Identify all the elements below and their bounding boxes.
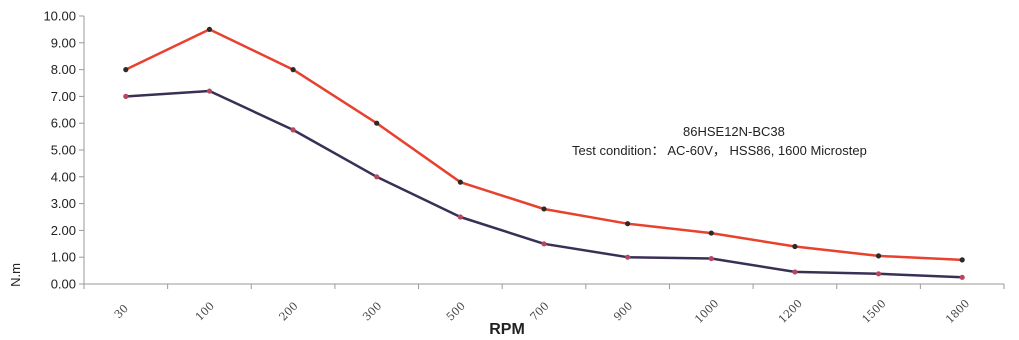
y-tick-label: 8.00 (51, 62, 76, 77)
series-2-point (206, 88, 213, 94)
x-tick-label: 200 (277, 300, 301, 324)
annotation-test-condition: Test condition： AC-60V， HSS86, 1600 Micr… (572, 143, 867, 158)
series-1-point (875, 253, 882, 259)
series-2-point (708, 255, 714, 262)
series-1-point (625, 221, 631, 227)
series-1-point (959, 257, 965, 263)
x-tick-label: 700 (528, 300, 552, 324)
series-2-point (290, 127, 296, 133)
series-1-point (374, 120, 380, 126)
y-tick-label: 9.00 (51, 35, 76, 50)
series-1-point (206, 26, 213, 32)
x-axis-title: RPM (489, 321, 525, 338)
series-2-point (123, 93, 129, 99)
y-tick-label: 7.00 (51, 89, 76, 104)
y-tick-label: 3.00 (51, 196, 76, 211)
y-tick-label: 2.00 (51, 223, 76, 238)
series-1-point (708, 230, 714, 236)
series-2-point (792, 269, 798, 275)
y-tick-label: 4.00 (51, 169, 76, 184)
x-tick-label: 30 (112, 302, 131, 321)
series-2-point (875, 271, 882, 277)
series-2-point (541, 241, 547, 247)
x-tick-label: 300 (360, 300, 384, 324)
x-tick-label: 1000 (692, 297, 721, 326)
series-2-point (457, 214, 463, 220)
y-tick-label: 1.00 (51, 250, 76, 265)
series-1-point (457, 179, 463, 185)
y-tick-label: 5.00 (51, 143, 76, 158)
x-tick-label: 1500 (860, 297, 889, 326)
x-ticks: 30 100 200 300 500 700 900 1000 1200 1500 1800 (83, 284, 1005, 326)
y-tick-label: 6.00 (51, 116, 76, 131)
series-2-point (625, 254, 631, 260)
series-2-line (124, 89, 964, 279)
x-tick-label: 100 (193, 300, 217, 324)
y-tick-label: 0.00 (51, 277, 76, 292)
y-ticks: 0.00 1.00 2.00 3.00 4.00 5.00 6.00 7.00 8.00 9.00… (43, 9, 84, 292)
series-layer (123, 26, 965, 280)
series-1-point (541, 206, 547, 212)
series-1-point (123, 67, 129, 73)
series-2-point (374, 174, 380, 180)
y-axis-title: N.m (8, 263, 23, 287)
annotation-model: 86HSE12N-BC38 (683, 124, 785, 139)
series-1-point (792, 243, 798, 250)
x-tick-label: 1800 (943, 297, 972, 326)
series-2-point (959, 274, 965, 280)
x-tick-label: 500 (444, 300, 468, 324)
x-tick-label: 900 (611, 300, 635, 324)
x-tick-label: 1200 (776, 297, 805, 326)
y-tick-label: 10.00 (43, 9, 76, 24)
series-1-point (290, 67, 296, 73)
